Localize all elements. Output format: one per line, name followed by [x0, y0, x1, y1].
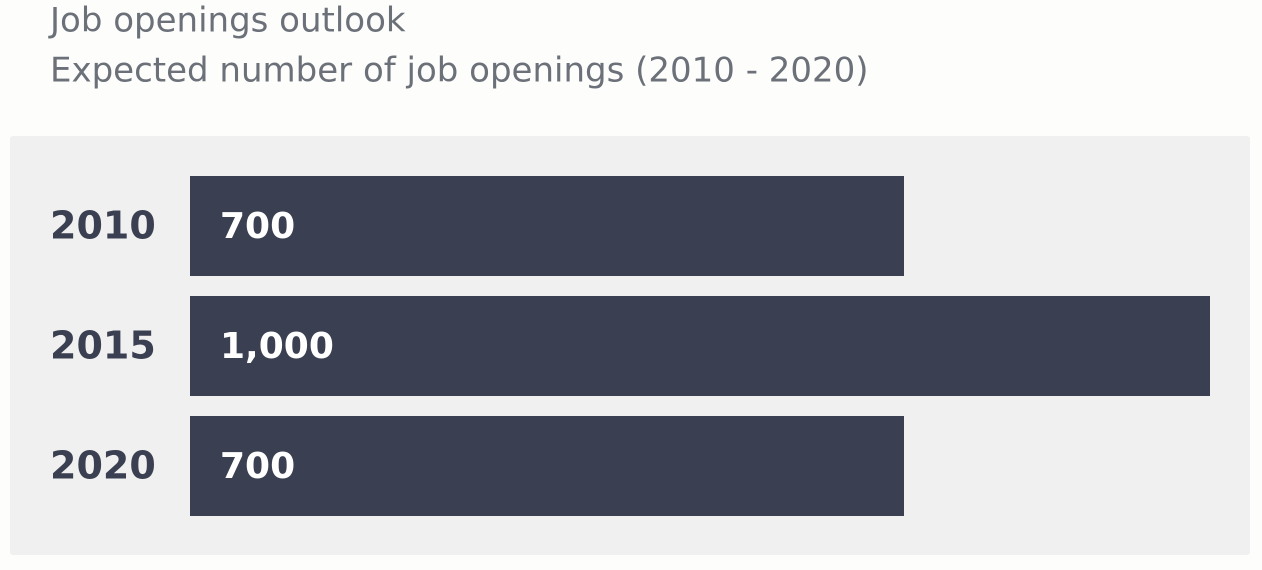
value-label: 700	[220, 206, 295, 247]
category-label: 2015	[50, 324, 156, 368]
category-label: 2020	[50, 444, 156, 488]
bar	[190, 296, 1210, 396]
chart-subtitle: Expected number of job openings (2010 - …	[50, 51, 869, 91]
value-label: 1,000	[220, 326, 334, 367]
bar	[190, 176, 904, 276]
value-label: 700	[220, 446, 295, 487]
category-label: 2010	[50, 204, 156, 248]
bar	[190, 416, 904, 516]
chart-title: Job openings outlook	[48, 1, 406, 41]
